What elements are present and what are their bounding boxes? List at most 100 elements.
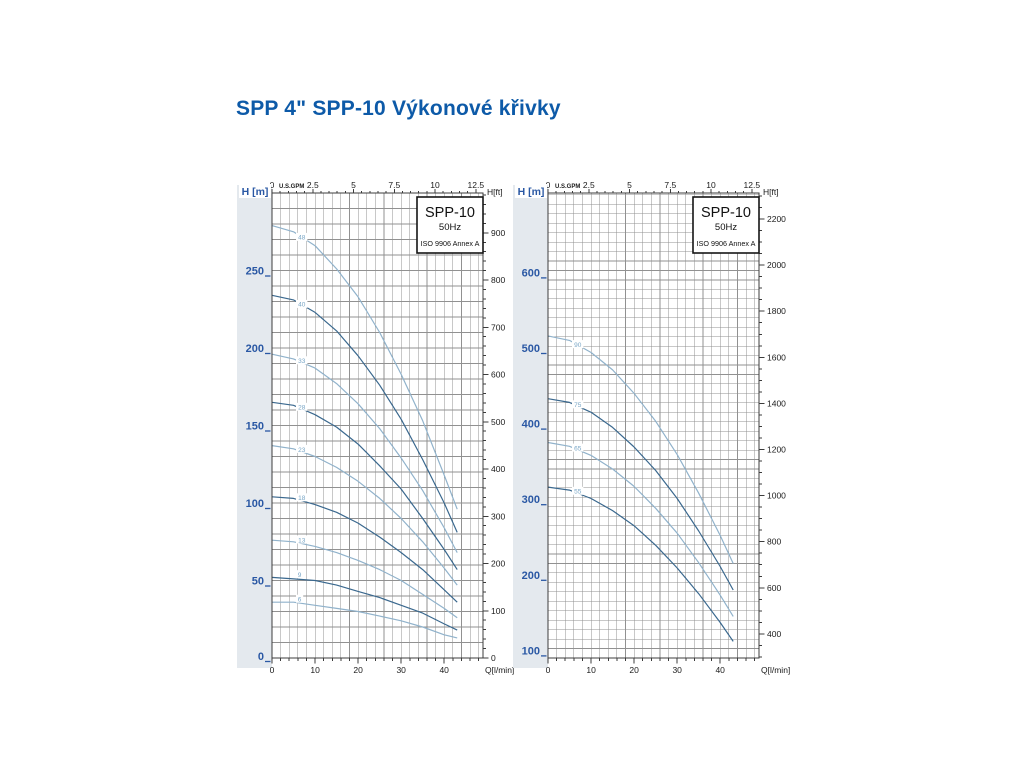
svg-text:7.5: 7.5: [664, 182, 676, 190]
right-axis-title: H[ft]: [487, 187, 503, 197]
svg-text:H [m]: H [m]: [242, 186, 269, 198]
svg-text:40: 40: [298, 302, 306, 309]
y-axis-panel: [513, 185, 548, 668]
svg-text:400: 400: [767, 629, 781, 639]
svg-text:400: 400: [522, 419, 540, 431]
top-axis-ticks: [547, 189, 753, 193]
svg-text:300: 300: [522, 494, 540, 506]
svg-text:33: 33: [298, 358, 306, 365]
left-axis-tick-labels: 0 50 100 150 200 250: [246, 266, 271, 663]
svg-text:13: 13: [298, 537, 306, 544]
pump-standard-label: ISO 9906 Annex A: [697, 239, 756, 248]
curve-label-28: 28: [296, 402, 308, 412]
svg-text:600: 600: [491, 370, 505, 380]
top-axis-unit-label: U.S.GPM: [555, 184, 580, 190]
curve-label-13: 13: [296, 535, 308, 544]
svg-text:1200: 1200: [767, 445, 786, 455]
bottom-axis-ticks: [271, 658, 480, 664]
curve-label-23: 23: [296, 444, 308, 454]
curve-label-48: 48: [296, 232, 308, 242]
top-axis-unit-label: U.S.GPM: [279, 184, 304, 190]
svg-text:800: 800: [491, 275, 505, 285]
svg-text:6: 6: [298, 597, 302, 604]
svg-text:800: 800: [767, 537, 781, 547]
left-axis-title: H [m]: [515, 184, 547, 198]
top-axis-tick-labels: 0 2.5 5 7.5 10 12.5: [270, 182, 485, 190]
top-axis-tick-labels: 0 2.5 5 7.5 10 12.5: [546, 182, 761, 190]
right-axis-title: H[ft]: [763, 187, 779, 197]
pump-curve-9: [271, 576, 458, 631]
pump-chart-right: 90 75 65 55 0 2.5 5 7.5 10 12.5 U.S.GPM 0 10 20 30 40 Q[…: [510, 182, 796, 682]
curve-label-90: 90: [572, 340, 584, 349]
svg-text:55: 55: [574, 489, 582, 496]
svg-text:2000: 2000: [767, 260, 786, 270]
svg-text:2.5: 2.5: [307, 182, 319, 190]
svg-text:40: 40: [715, 665, 725, 675]
svg-text:100: 100: [522, 645, 540, 657]
svg-text:12.5: 12.5: [744, 182, 761, 190]
left-axis-tick-labels: 100 200 300 400 500 600: [522, 267, 547, 657]
svg-text:0: 0: [546, 665, 551, 675]
svg-text:30: 30: [396, 665, 406, 675]
svg-text:12.5: 12.5: [468, 182, 485, 190]
svg-text:0: 0: [491, 653, 496, 663]
right-axis-tick-labels: 400 600 800 1000 1200 1400 1600 1800 2000 2200: [767, 214, 786, 639]
svg-text:600: 600: [522, 267, 540, 279]
svg-text:300: 300: [491, 511, 505, 521]
svg-text:2.5: 2.5: [583, 182, 595, 190]
svg-text:0: 0: [270, 665, 275, 675]
svg-text:1000: 1000: [767, 491, 786, 501]
page-title: SPP 4" SPP-10 Výkonové křivky: [236, 97, 561, 120]
plot-area: [548, 193, 759, 658]
svg-text:900: 900: [491, 228, 505, 238]
bottom-axis-unit-label: Q[l/min]: [485, 665, 514, 675]
left-axis-title: H [m]: [239, 184, 271, 198]
svg-text:20: 20: [353, 665, 363, 675]
bottom-axis-tick-labels: 0 10 20 30 40: [546, 665, 726, 675]
svg-text:75: 75: [574, 402, 582, 409]
curve-label-6: 6: [296, 594, 304, 604]
svg-text:7.5: 7.5: [388, 182, 400, 190]
svg-text:1600: 1600: [767, 352, 786, 362]
svg-text:200: 200: [491, 559, 505, 569]
pump-model-label: SPP-10: [425, 205, 475, 221]
bottom-axis-ticks: [547, 658, 756, 664]
svg-text:40: 40: [439, 665, 449, 675]
svg-text:23: 23: [298, 447, 306, 454]
svg-text:5: 5: [627, 182, 632, 190]
svg-text:50: 50: [252, 576, 264, 588]
svg-text:100: 100: [246, 498, 264, 510]
pump-model-label: SPP-10: [701, 205, 751, 221]
pump-curve-13: [271, 539, 458, 619]
svg-text:65: 65: [574, 445, 582, 452]
svg-text:10: 10: [430, 182, 440, 190]
curve-label-65: 65: [572, 443, 584, 452]
svg-text:150: 150: [246, 421, 264, 433]
right-axis-ticks: [483, 194, 489, 659]
svg-text:500: 500: [522, 343, 540, 355]
y-axis-panel: [237, 185, 272, 668]
bottom-axis-unit-label: Q[l/min]: [761, 665, 790, 675]
performance-chart-svg-left: 48 40 33 28 23 18 13 9 6 0 2.5 5 7.5 10 12.5 U.S.GPM 0 10…: [237, 182, 514, 675]
svg-text:30: 30: [672, 665, 682, 675]
svg-text:100: 100: [491, 606, 505, 616]
svg-text:28: 28: [298, 405, 306, 412]
svg-text:90: 90: [574, 342, 582, 349]
top-axis-ticks: [271, 189, 477, 193]
bottom-axis-tick-labels: 0 10 20 30 40: [270, 665, 450, 675]
svg-text:200: 200: [246, 343, 264, 355]
curve-label-55: 55: [572, 486, 584, 496]
performance-chart-svg-right: 90 75 65 55 0 2.5 5 7.5 10 12.5 U.S.GPM 0 10 20 30 40 Q[…: [513, 182, 790, 675]
svg-text:9: 9: [298, 572, 302, 579]
curve-label-75: 75: [572, 400, 584, 409]
svg-text:1400: 1400: [767, 398, 786, 408]
svg-text:10: 10: [310, 665, 320, 675]
curve-label-18: 18: [296, 493, 308, 502]
svg-text:H [m]: H [m]: [518, 186, 545, 198]
svg-text:10: 10: [706, 182, 716, 190]
pump-curve-6: [272, 601, 458, 639]
svg-text:250: 250: [246, 266, 264, 278]
svg-text:0: 0: [270, 182, 275, 190]
